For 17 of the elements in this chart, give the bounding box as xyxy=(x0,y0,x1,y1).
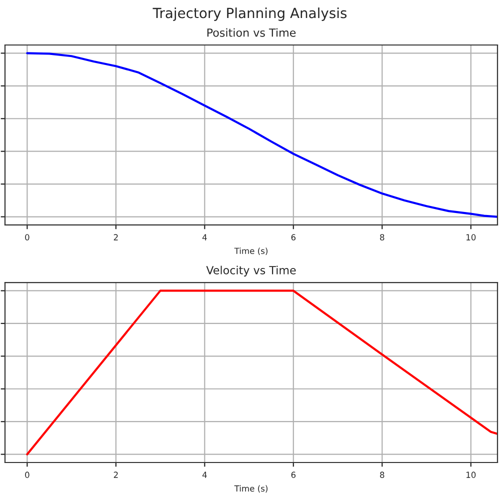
x-tick-label: 2 xyxy=(114,472,118,478)
x-tick-label: 8 xyxy=(380,234,384,240)
x-tick-label: 8 xyxy=(380,472,384,478)
x-axis-title: Time (s) xyxy=(234,248,268,256)
chart-title: Position vs Time xyxy=(207,28,296,37)
x-tick-label: 6 xyxy=(291,234,296,240)
chart-title: Velocity vs Time xyxy=(206,266,296,277)
x-tick-label: 2 xyxy=(114,234,118,240)
x-tick-label: 4 xyxy=(202,472,207,478)
x-tick-label: 10 xyxy=(466,472,476,478)
x-tick-label: 0 xyxy=(25,234,30,240)
x-tick-label: 6 xyxy=(291,472,296,478)
x-tick-label: 0 xyxy=(25,472,30,478)
text: Trajectory Planning Analysis xyxy=(152,8,347,21)
x-tick-label: 10 xyxy=(466,234,476,240)
x-tick-label: 4 xyxy=(202,234,207,240)
x-axis-title: Time (s) xyxy=(234,485,268,493)
